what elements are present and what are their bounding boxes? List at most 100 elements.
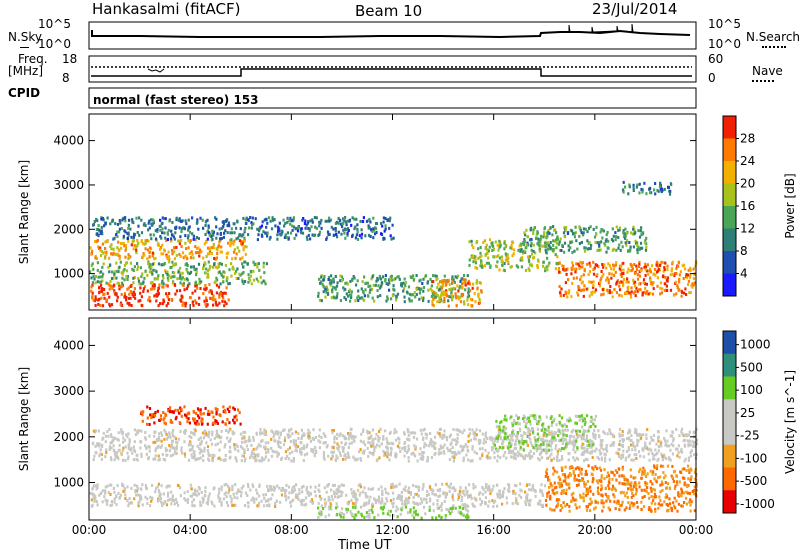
heatmap-cell	[196, 489, 199, 493]
heatmap-cell	[451, 277, 454, 281]
heatmap-cell	[374, 501, 377, 505]
heatmap-cell	[537, 422, 540, 426]
heatmap-cell	[388, 226, 391, 230]
noise-right-tick-top: 10^5	[708, 17, 741, 31]
heatmap-cell	[590, 280, 593, 284]
heatmap-cell	[158, 438, 161, 442]
heatmap-cell	[192, 409, 195, 413]
heatmap-cell	[166, 238, 169, 241]
heatmap-cell	[647, 452, 650, 456]
heatmap-cell	[161, 274, 165, 277]
heatmap-cell	[618, 432, 621, 436]
heatmap-cell	[612, 443, 615, 447]
heatmap-cell	[431, 300, 434, 303]
heatmap-cell	[94, 444, 97, 448]
heatmap-cell	[608, 291, 611, 295]
heatmap-cell	[147, 457, 150, 461]
heatmap-cell	[310, 225, 313, 229]
heatmap-cell	[392, 505, 395, 509]
heatmap-cell	[157, 274, 160, 278]
heatmap-cell	[652, 433, 656, 437]
heatmap-cell	[199, 216, 202, 220]
heatmap-cell	[297, 436, 300, 440]
heatmap-cell	[196, 286, 199, 290]
heatmap-cell	[207, 497, 210, 501]
heatmap-cell	[578, 242, 581, 245]
heatmap-cell	[166, 272, 169, 276]
heatmap-cell	[691, 282, 694, 286]
heatmap-cell	[560, 249, 563, 252]
heatmap-cell	[229, 445, 232, 449]
heatmap-cell	[665, 284, 668, 288]
heatmap-cell	[403, 277, 406, 281]
heatmap-cell	[225, 483, 228, 486]
heatmap-cell	[295, 227, 298, 230]
heatmap-cell	[498, 256, 501, 260]
heatmap-cell	[266, 221, 269, 225]
heatmap-cell	[119, 493, 122, 497]
heatmap-cell	[165, 503, 169, 507]
heatmap-cell	[223, 304, 226, 308]
heatmap-cell	[506, 255, 509, 259]
heatmap-cell	[303, 222, 306, 225]
heatmap-cell	[552, 239, 555, 243]
heatmap-cell	[514, 447, 518, 450]
heatmap-cell	[294, 445, 298, 449]
heatmap-cell	[220, 485, 223, 489]
heatmap-cell	[300, 452, 303, 456]
heatmap-cell	[289, 501, 292, 505]
heatmap-cell	[228, 421, 231, 425]
heatmap-cell	[278, 229, 281, 232]
heatmap-cell	[438, 432, 441, 436]
heatmap-cell	[129, 227, 132, 231]
heatmap-cell	[202, 500, 205, 504]
heatmap-cell	[116, 230, 119, 234]
heatmap-cell	[116, 299, 119, 303]
heatmap-cell	[683, 438, 686, 442]
heatmap-cell	[370, 487, 373, 491]
heatmap-cell	[495, 447, 498, 451]
heatmap-cell	[440, 290, 443, 294]
heatmap-cell	[186, 269, 189, 273]
heatmap-cell	[605, 233, 608, 237]
heatmap-cell	[451, 438, 454, 442]
heatmap-cell	[329, 502, 332, 506]
heatmap-cell	[608, 289, 611, 293]
heatmap-cell	[686, 439, 689, 443]
heatmap-cell	[475, 452, 479, 455]
heatmap-cell	[352, 435, 355, 439]
heatmap-cell	[140, 410, 143, 414]
heatmap-cell	[368, 451, 371, 455]
heatmap-cell	[448, 435, 451, 439]
heatmap-cell	[586, 247, 589, 251]
heatmap-cell	[101, 489, 104, 493]
heatmap-cell	[160, 431, 163, 435]
freq-tick-top: 18	[62, 52, 78, 66]
heatmap-cell	[196, 407, 200, 411]
heatmap-cell	[636, 277, 640, 281]
heatmap-cell	[367, 285, 370, 288]
heatmap-cell	[532, 249, 535, 253]
heatmap-cell	[479, 264, 482, 268]
heatmap-cell	[633, 280, 637, 284]
heatmap-cell	[605, 444, 608, 447]
heatmap-cell	[474, 258, 477, 262]
heatmap-cell	[224, 443, 227, 447]
heatmap-cell	[337, 221, 340, 225]
heatmap-cell	[659, 187, 662, 191]
heatmap-cell	[91, 249, 94, 253]
heatmap-cell	[100, 270, 103, 274]
heatmap-cell	[522, 439, 525, 443]
heatmap-cell	[225, 256, 228, 260]
heatmap-cell	[590, 450, 593, 454]
heatmap-cell	[550, 452, 553, 456]
heatmap-cell	[184, 263, 187, 267]
heatmap-cell	[380, 281, 383, 285]
heatmap-cell	[574, 270, 577, 274]
heatmap-cell	[589, 264, 592, 268]
heatmap-cell	[685, 434, 688, 438]
heatmap-cell	[557, 429, 560, 433]
heatmap-cell	[496, 504, 499, 508]
heatmap-cell	[266, 499, 269, 503]
heatmap-cell	[97, 429, 100, 433]
